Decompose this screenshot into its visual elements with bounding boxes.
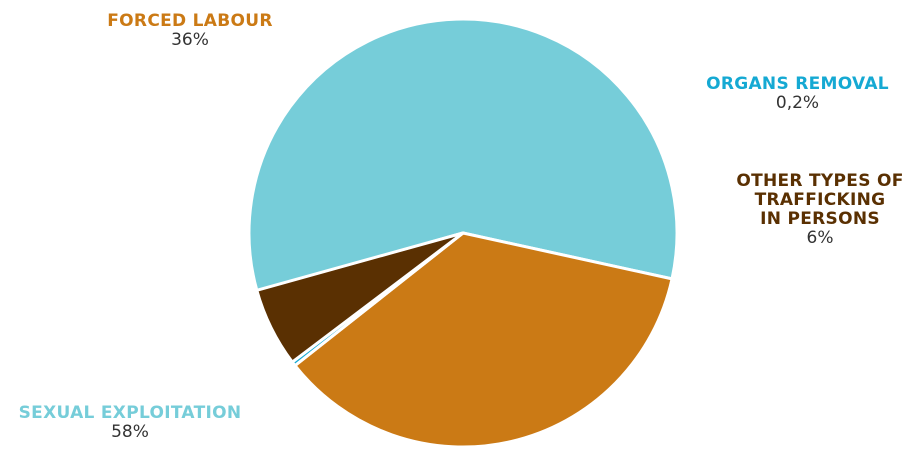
slice-name-forced-labour: FORCED LABOUR <box>107 11 273 31</box>
slice-name-sexual-exploitation: SEXUAL EXPLOITATION <box>18 403 242 423</box>
slice-label-organs-removal: ORGANS REMOVAL 0,2% <box>690 74 905 114</box>
pie-slice-sexual-exploitation <box>247 17 679 294</box>
slice-label-forced-labour: FORCED LABOUR 36% <box>90 11 290 51</box>
pie-slice-other-types <box>255 231 465 364</box>
pie-slice-forced-labour <box>293 231 674 449</box>
slice-name-other-types: OTHER TYPES OF TRAFFICKING IN PERSONS <box>736 171 904 230</box>
slice-label-sexual-exploitation: SEXUAL EXPLOITATION 58% <box>4 403 256 443</box>
slice-value-organs-removal: 0,2% <box>775 93 820 114</box>
slice-name-organs-removal: ORGANS REMOVAL <box>706 74 889 94</box>
slice-value-other-types: 6% <box>806 228 834 249</box>
slice-label-other-types: OTHER TYPES OF TRAFFICKING IN PERSONS 6% <box>725 171 910 249</box>
slice-value-forced-labour: 36% <box>171 30 209 51</box>
slice-value-sexual-exploitation: 58% <box>111 422 149 443</box>
